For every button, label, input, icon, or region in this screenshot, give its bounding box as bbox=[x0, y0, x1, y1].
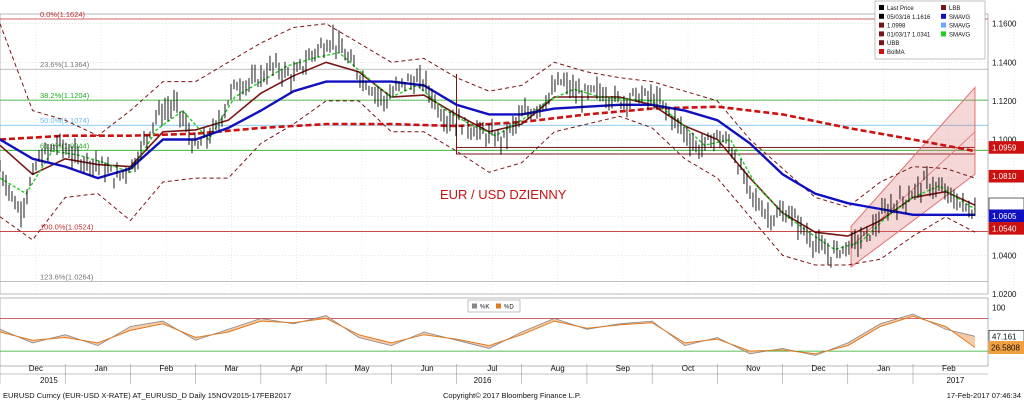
y-tick-label: 1.1400 bbox=[992, 58, 1017, 67]
oscillator-d bbox=[0, 315, 976, 355]
fib-level-label: 123.6%(1.0264) bbox=[40, 273, 94, 282]
oscillator-legend-frame bbox=[467, 299, 521, 313]
x-tick-label: Feb bbox=[942, 364, 956, 373]
main-plot-frame bbox=[0, 13, 989, 295]
oscillator-tag: 47.161 bbox=[988, 329, 1024, 343]
legend-label: SMAVG bbox=[949, 32, 971, 38]
price-tag: 1.0605 bbox=[988, 209, 1024, 223]
x-tick-label: Apr bbox=[290, 364, 303, 373]
price-tag-box bbox=[988, 141, 1024, 154]
legend-label: UBB bbox=[887, 41, 899, 47]
x-tick-label: Oct bbox=[682, 364, 695, 373]
legend-label: BolMA bbox=[887, 50, 905, 56]
chart-title: EUR / USD DZIENNY bbox=[440, 187, 567, 202]
x-tick-label: Mar bbox=[225, 364, 239, 373]
x-tick-label: Aug bbox=[550, 364, 564, 373]
oscillator-legend-swatch bbox=[472, 303, 477, 309]
trend-channel-mid bbox=[850, 131, 976, 247]
legend-swatch bbox=[879, 22, 884, 28]
price-tag-label: 1.0666 bbox=[992, 200, 1017, 209]
price-tag-label: 1.0540 bbox=[992, 224, 1017, 233]
x-tick-label: Dec bbox=[29, 364, 43, 373]
fib-level-label: 38.2%(1.1204) bbox=[40, 91, 90, 100]
bollinger-band bbox=[0, 100, 976, 266]
y-tick-label: 1.0400 bbox=[992, 251, 1017, 260]
legend-swatch bbox=[879, 13, 884, 19]
price-tag-box bbox=[988, 209, 1024, 223]
legend-label: LBB bbox=[949, 6, 960, 12]
price-tag-box bbox=[988, 222, 1024, 235]
oscillator-legend-label: %D bbox=[504, 305, 514, 311]
price-tag: 1.0959 bbox=[988, 141, 1024, 154]
x-tick-label: Jan bbox=[95, 364, 108, 373]
x-tick-label: Dec bbox=[811, 364, 825, 373]
oscillator-tag-label: 26.5808 bbox=[991, 344, 1020, 353]
price-tag-label: 1.0959 bbox=[992, 143, 1017, 152]
legend-swatch bbox=[941, 5, 946, 10]
legend-label: Last Price bbox=[887, 6, 914, 12]
footer-copyright: Copyright© 2017 Bloomberg Finance L.P. bbox=[443, 391, 581, 400]
legend-frame bbox=[874, 0, 986, 60]
oscillator-k bbox=[0, 313, 976, 356]
fib-level-label: 50.0%(1.1074) bbox=[40, 116, 90, 125]
x-tick-label: Feb bbox=[159, 364, 173, 373]
x-tick-label: Jan bbox=[877, 364, 890, 373]
footer: EURUSD Curncy (EUR-USD X-RATE) AT_EURUSD… bbox=[3, 391, 1021, 400]
x-tick-label: Nov bbox=[746, 364, 760, 373]
legend: Last Price 05/03/16 1.1616 1.0998 01/03/17 … bbox=[874, 0, 986, 60]
oscillator-legend-swatch bbox=[496, 303, 501, 309]
legend-label: SMAVG bbox=[949, 24, 971, 30]
oscillator-tick: 100 bbox=[992, 303, 1006, 312]
fib-level-label: 23.6%(1.1364) bbox=[40, 60, 90, 69]
sma-mid bbox=[0, 80, 975, 216]
legend-swatch bbox=[879, 5, 884, 10]
price-tag-label: 1.0605 bbox=[992, 212, 1017, 221]
price-tag: 1.0810 bbox=[988, 169, 1024, 183]
price-tag-label: 1.0810 bbox=[992, 172, 1017, 181]
y-tick-label: 1.0200 bbox=[992, 290, 1017, 299]
x-tick-label: Jun bbox=[421, 364, 434, 373]
fib-level-label: 100.0%(1.0524) bbox=[40, 222, 94, 231]
oscillator-tag: 26.5808 bbox=[988, 341, 1024, 355]
footer-timestamp: 17-Feb-2017 07:46:34 bbox=[947, 391, 1021, 400]
price-tag: 1.0540 bbox=[988, 222, 1024, 235]
legend-swatch bbox=[941, 13, 946, 19]
legend-label: 1.0998 bbox=[887, 24, 906, 30]
price-tag: 1.0666 bbox=[988, 197, 1024, 211]
legend-swatch bbox=[879, 49, 884, 54]
y-tick-label: 1.1000 bbox=[992, 136, 1017, 145]
legend-label: SMAVG bbox=[949, 15, 971, 21]
legend-swatch bbox=[879, 31, 884, 37]
year-label: 2016 bbox=[474, 376, 492, 385]
year-label: 2015 bbox=[40, 376, 58, 385]
y-tick-label: 1.1600 bbox=[992, 20, 1017, 29]
legend-label: 05/03/16 1.1616 bbox=[887, 15, 931, 21]
oscillator-legend-label: %K bbox=[480, 305, 489, 311]
fib-level-label: 0.0%(1.1624) bbox=[40, 10, 86, 19]
sma-short bbox=[0, 51, 976, 251]
oscillator-tag-label: 47.161 bbox=[992, 332, 1017, 341]
x-tick-label: Sep bbox=[616, 364, 631, 373]
fib-level-label: 61.8%(1.0944) bbox=[40, 141, 90, 150]
x-tick-label: May bbox=[354, 364, 369, 373]
legend-label: 01/03/17 1.0341 bbox=[887, 32, 931, 38]
year-label: 2017 bbox=[946, 376, 964, 385]
x-tick-label: Jul bbox=[487, 364, 497, 373]
legend-swatch bbox=[879, 40, 884, 46]
footer-ticker: EURUSD Curncy (EUR-USD X-RATE) AT_EURUSD… bbox=[3, 391, 291, 400]
oscillator-frame bbox=[0, 297, 989, 367]
legend-swatch bbox=[941, 22, 946, 28]
bollinger-band bbox=[0, 23, 976, 208]
y-tick-label: 1.1200 bbox=[992, 97, 1017, 106]
oscillator-tag-box bbox=[988, 341, 1024, 355]
legend-swatch bbox=[941, 31, 946, 37]
price-tag-box bbox=[988, 169, 1024, 183]
